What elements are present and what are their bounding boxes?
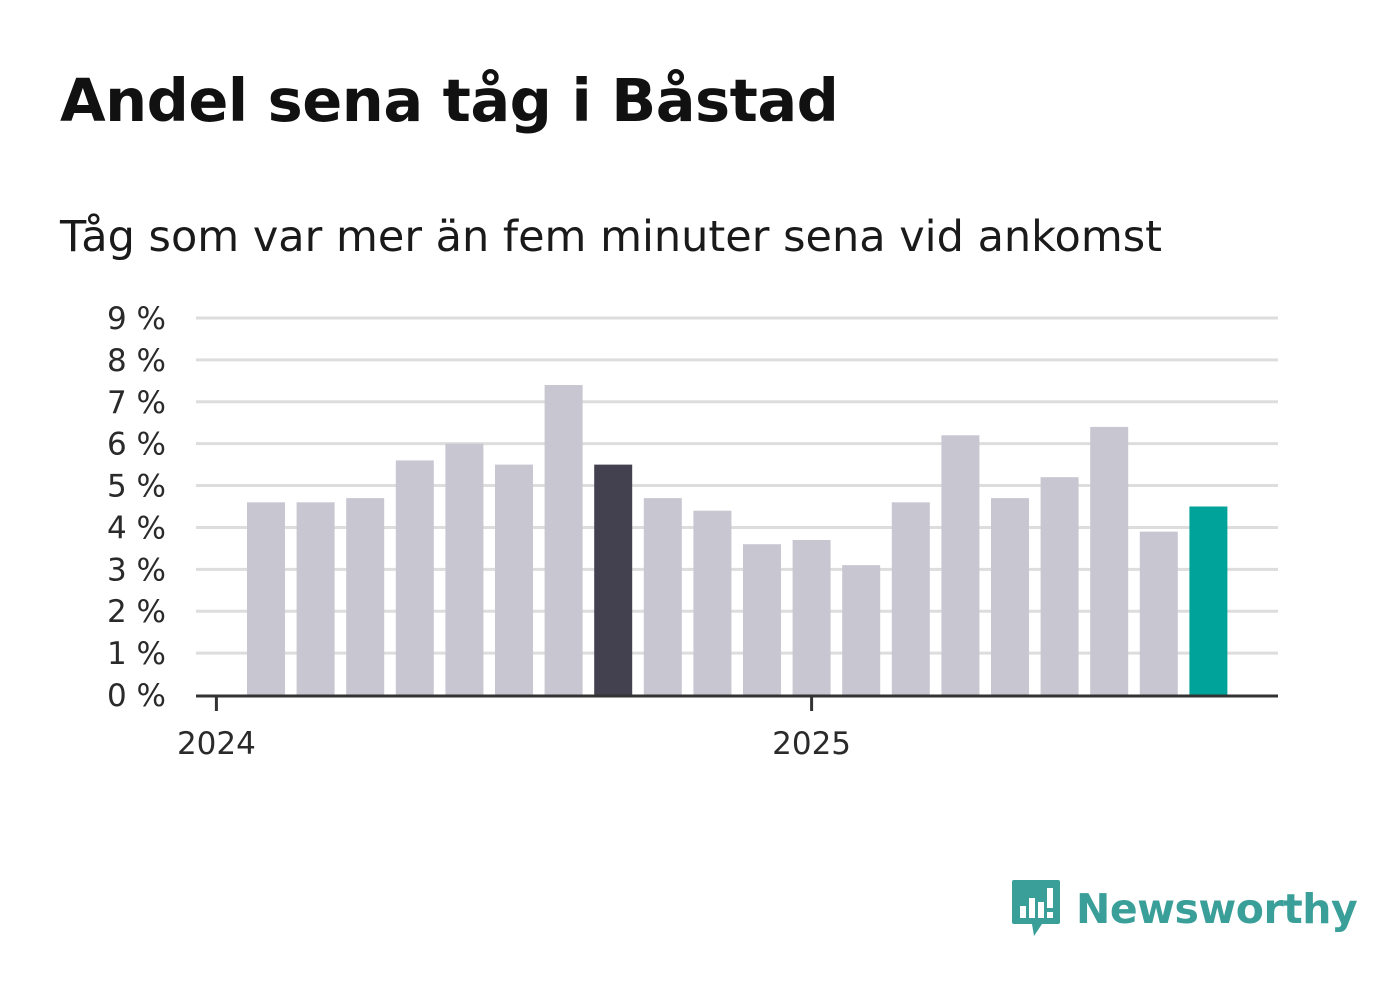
- bar-2025-05: [1040, 477, 1079, 695]
- bar-2024-04: [395, 460, 434, 695]
- bar-2025-03: [941, 435, 980, 695]
- x-axis-ticks: 2024 2025: [177, 695, 851, 762]
- bar-2024-07: [544, 385, 583, 695]
- bar-2025-01: [842, 565, 881, 695]
- y-tick-label: 0 %: [107, 678, 166, 714]
- bar-2024-10: [693, 510, 732, 695]
- y-tick-label: 3 %: [107, 552, 166, 588]
- chart-title: Andel sena tåg i Båstad: [60, 66, 839, 135]
- bar-2025-08: [1189, 506, 1228, 695]
- bar-2025-04: [991, 498, 1029, 695]
- bar-2025-06: [1090, 426, 1129, 695]
- bar-2024-01: [247, 502, 285, 695]
- y-tick-label: 1 %: [107, 636, 166, 672]
- bar-2024-02: [296, 502, 335, 695]
- newsworthy-logo-icon: [1012, 880, 1060, 936]
- bars: [247, 385, 1228, 695]
- bar-2024-11: [743, 544, 781, 695]
- y-tick-label: 7 %: [107, 385, 166, 421]
- y-tick-label: 9 %: [107, 301, 166, 337]
- bar-2025-07: [1139, 531, 1178, 695]
- chart-subtitle: Tåg som var mer än fem minuter sena vid …: [60, 212, 1163, 262]
- brand-logo: Newsworthy: [1010, 878, 1358, 940]
- x-tick-label: 2024: [177, 726, 256, 762]
- y-tick-label: 5 %: [107, 469, 166, 505]
- bar-2025-02: [891, 502, 930, 695]
- bar-2024-06: [495, 464, 533, 695]
- bar-2024-09: [643, 498, 682, 695]
- brand-name: Newsworthy: [1076, 885, 1358, 933]
- y-tick-label: 4 %: [107, 510, 166, 546]
- y-tick-label: 8 %: [107, 343, 166, 379]
- x-tick-label: 2025: [772, 726, 851, 762]
- bar-2024-12: [792, 540, 831, 695]
- bar-2024-03: [346, 498, 385, 695]
- bar-2024-05: [445, 443, 484, 695]
- bar-2024-08: [594, 464, 633, 695]
- y-axis-tick-labels: 0 % 1 % 2 % 3 % 4 % 5 % 6 % 7 % 8 % 9 %: [107, 301, 166, 714]
- y-tick-label: 2 %: [107, 594, 166, 630]
- y-tick-label: 6 %: [107, 427, 166, 463]
